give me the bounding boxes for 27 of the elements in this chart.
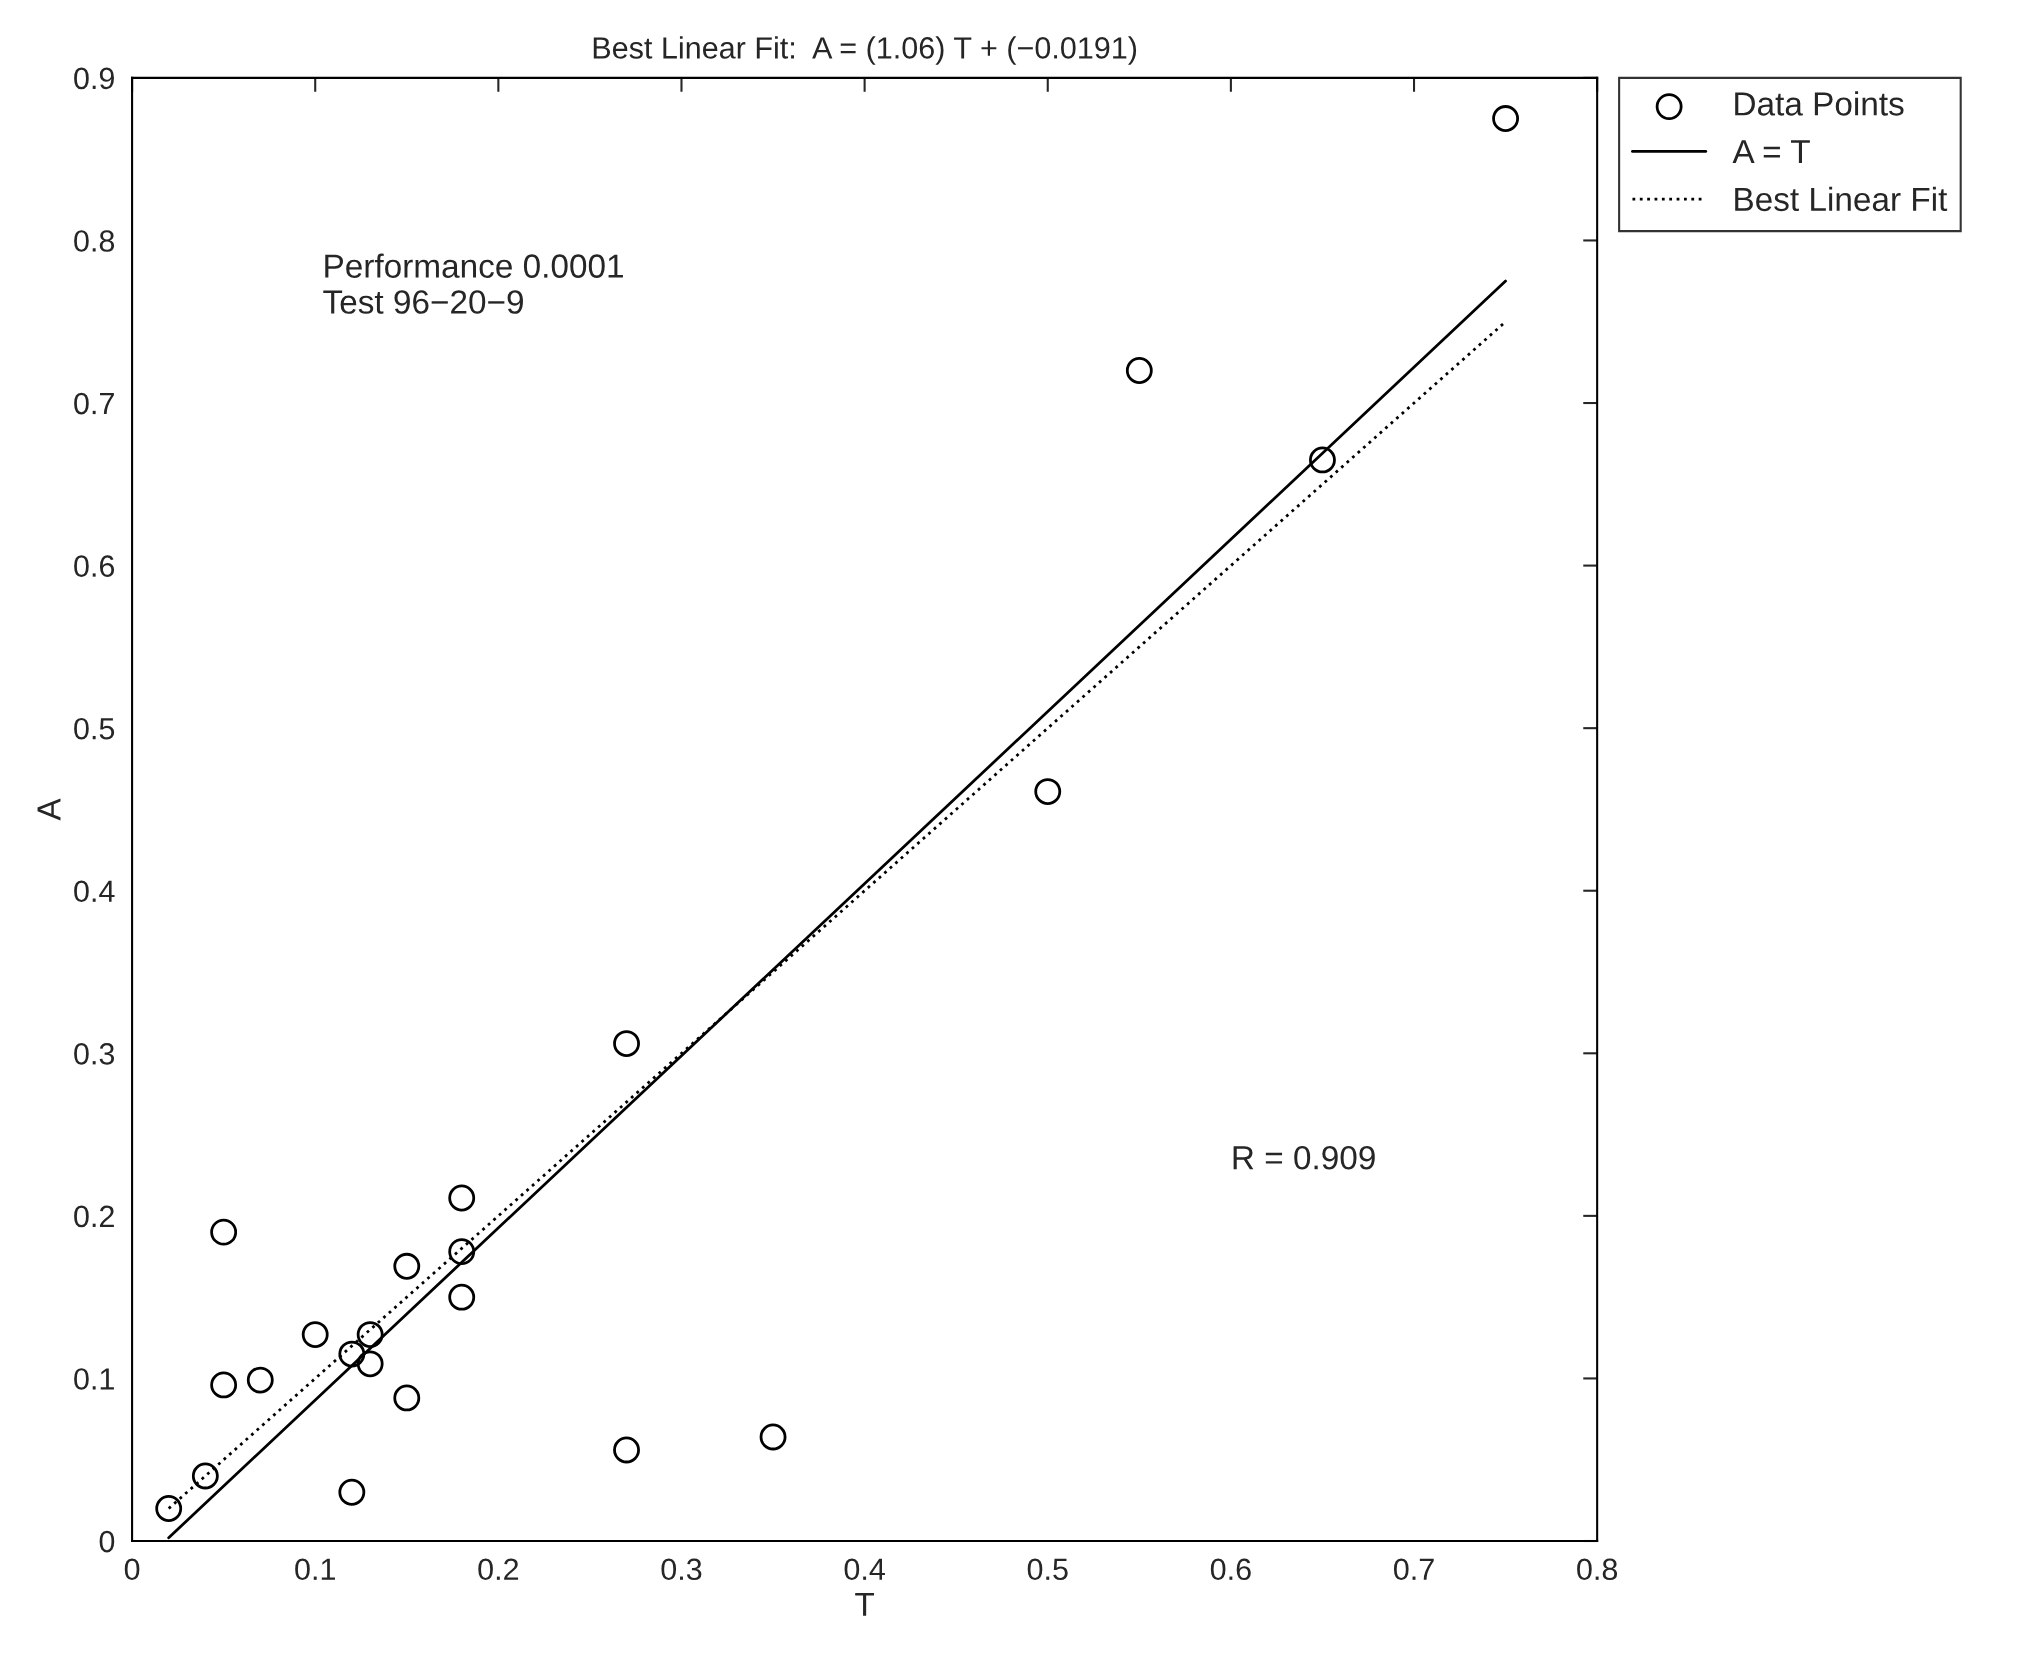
y-tick-label: 0 [99,1530,115,1553]
y-tick-label: 0.3 [74,1043,115,1065]
x-tick-label: 0.2 [478,1558,519,1581]
y-tick-label: 0.6 [74,555,115,577]
legend-label: Data Points [1735,91,1904,116]
x-tick-label: 0.7 [1393,1558,1434,1581]
x-tick-label: 0.1 [295,1558,335,1581]
y-tick-label: 0.8 [74,230,115,252]
x-tick-label: 0.6 [1210,1558,1251,1581]
x-tick-label: 0.8 [1577,1558,1618,1581]
y-tick-label: 0.1 [74,1368,114,1390]
legend-label: Best Linear Fit [1735,186,1948,212]
legend-label: A = T [1732,140,1810,164]
y-tick-label: 0.5 [74,717,115,740]
y-axis-title: A [37,798,61,821]
x-tick-label: 0 [124,1558,140,1581]
y-tick-label: 0.7 [74,392,114,415]
x-tick-label: 0.3 [661,1558,702,1581]
y-tick-label: 0.2 [74,1205,114,1228]
annotation: R = 0.909 [1233,1145,1375,1170]
x-tick-label: 0.5 [1027,1558,1068,1581]
annotation: Performance 0.0001 Test 96−20−9 [323,253,623,314]
x-axis-title: T [855,1592,875,1616]
y-tick-label: 0.9 [74,67,114,90]
chart-title: Best Linear Fit: A = (1.06) T + (−0.0191) [593,36,1137,65]
x-tick-label: 0.4 [844,1558,885,1581]
y-tick-label: 0.4 [74,880,115,903]
